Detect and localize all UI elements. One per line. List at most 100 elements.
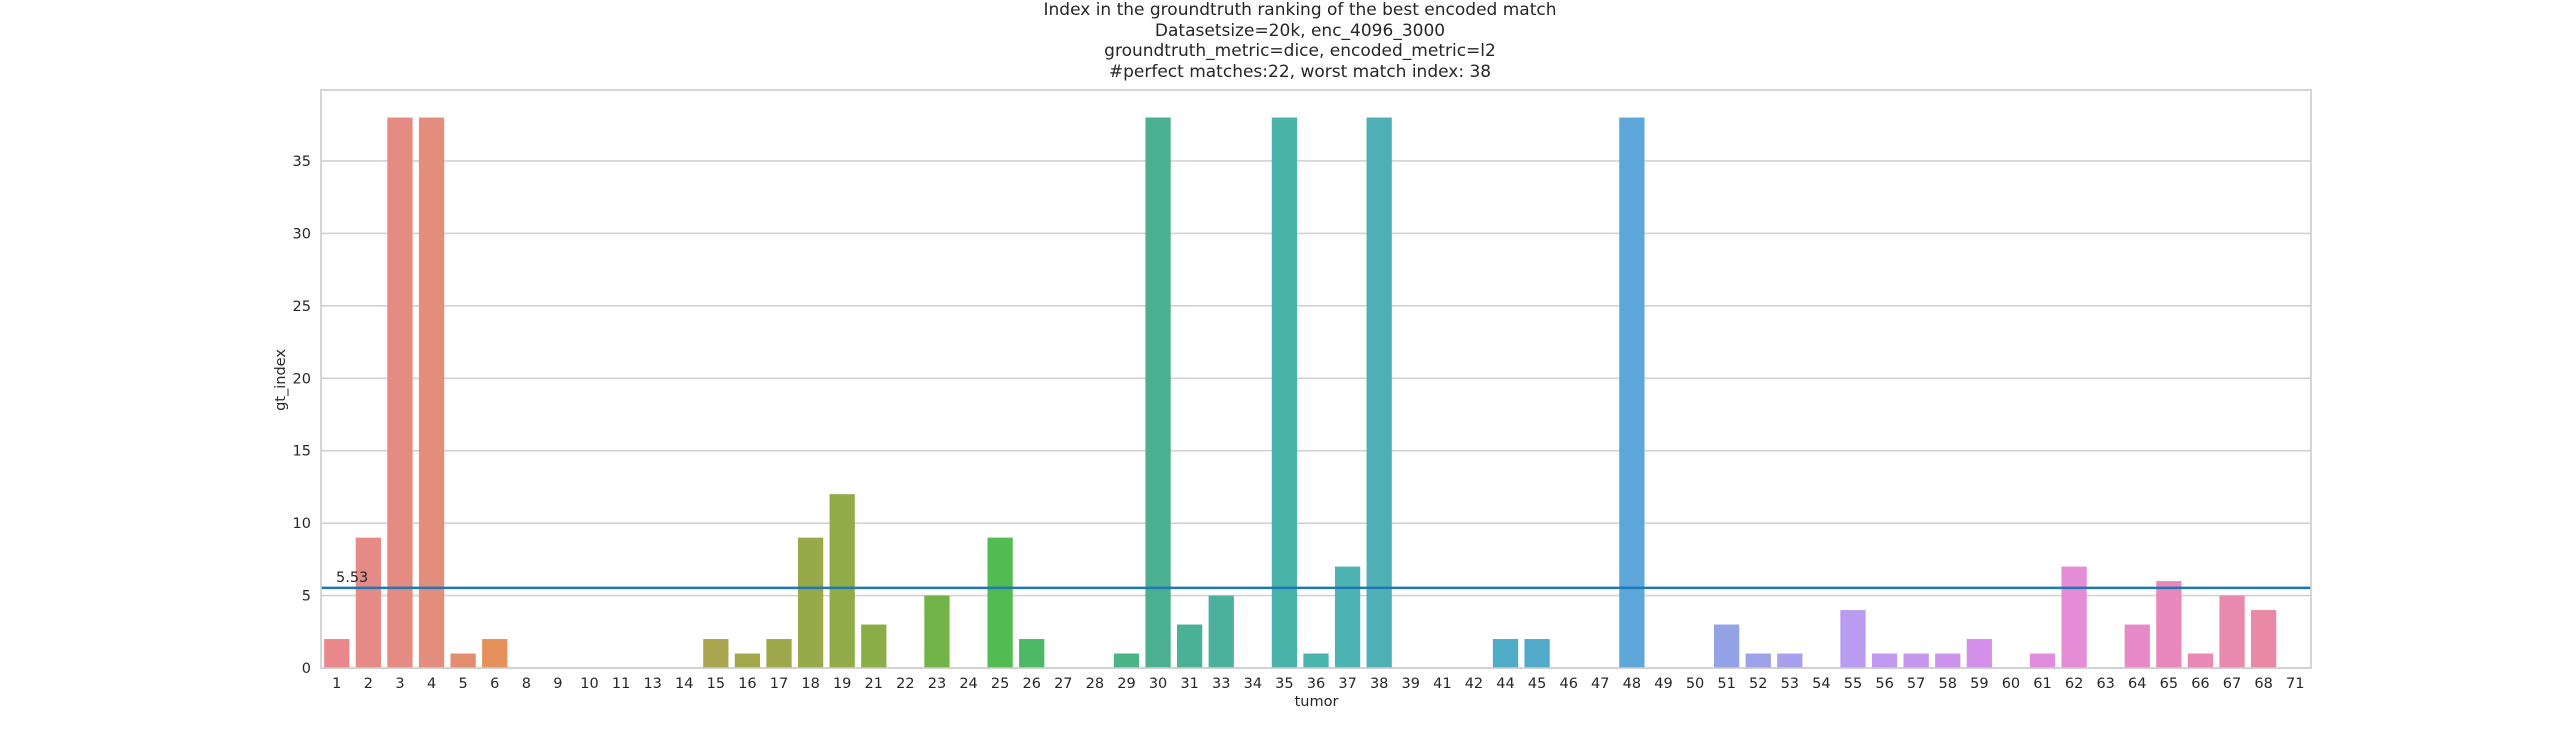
x-tick-label: 33 <box>1212 676 1230 692</box>
x-tick-label: 44 <box>1496 676 1514 692</box>
x-tick-label: 6 <box>490 676 499 692</box>
x-tick-label: 63 <box>2096 676 2114 692</box>
bar <box>355 537 382 668</box>
x-tick-label: 13 <box>643 676 661 692</box>
x-tick-label: 46 <box>1559 676 1577 692</box>
x-tick-label: 45 <box>1528 676 1546 692</box>
bar <box>2029 653 2056 668</box>
x-tick-label: 29 <box>1117 676 1135 692</box>
x-tick-label: 67 <box>2223 676 2241 692</box>
y-tick-label: 25 <box>293 299 311 315</box>
bar <box>1019 639 1045 668</box>
bar <box>987 537 1013 668</box>
x-tick-label: 24 <box>959 676 977 692</box>
x-tick-label: 11 <box>612 676 630 692</box>
x-tick-label: 22 <box>896 676 914 692</box>
y-tick-label: 10 <box>293 516 311 532</box>
bar <box>1745 653 1771 668</box>
x-tick-label: 60 <box>2002 676 2020 692</box>
x-tick-label: 14 <box>675 676 693 692</box>
bar <box>1777 653 1803 668</box>
x-tick-label: 65 <box>2160 676 2178 692</box>
bar <box>1113 653 1140 668</box>
x-tick-label: 51 <box>1717 676 1735 692</box>
x-tick-label: 30 <box>1149 676 1167 692</box>
bar <box>734 653 761 668</box>
x-tick-label: 52 <box>1749 676 1767 692</box>
x-tick-label: 23 <box>928 676 946 692</box>
x-tick-label: 36 <box>1307 676 1325 692</box>
x-tick-label: 4 <box>427 676 436 692</box>
x-tick-label: 2 <box>364 676 373 692</box>
bar <box>766 639 792 668</box>
x-tick-label: 21 <box>865 676 883 692</box>
y-tick-label: 5 <box>302 589 311 605</box>
x-tick-label: 31 <box>1180 676 1198 692</box>
x-tick-label: 10 <box>580 676 598 692</box>
bar <box>482 639 508 668</box>
x-tick-labels: 1 2 3 4 5 6 8 9 10 11 13 14 15 16 17 18 19 21 22 23 24 25 26 27… <box>332 676 2304 692</box>
bar <box>829 494 855 668</box>
x-tick-label: 42 <box>1465 676 1483 692</box>
bar <box>1935 653 1961 668</box>
x-tick-label: 16 <box>738 676 756 692</box>
bars <box>324 117 2277 669</box>
x-tick-label: 18 <box>801 676 819 692</box>
y-tick-label: 0 <box>302 661 311 677</box>
x-tick-label: 61 <box>2033 676 2051 692</box>
bar <box>797 537 824 668</box>
x-axis-label: tumor <box>1295 694 1339 710</box>
bar <box>1524 639 1550 668</box>
x-tick-label: 39 <box>1402 676 1420 692</box>
title-line-1: Index in the groundtruth ranking of the … <box>1043 0 1557 20</box>
x-tick-label: 49 <box>1654 676 1672 692</box>
bar <box>1714 624 1740 668</box>
x-tick-label: 1 <box>332 676 341 692</box>
bar <box>1334 566 1361 668</box>
x-tick-label: 26 <box>1022 676 1040 692</box>
x-tick-label: 62 <box>2065 676 2083 692</box>
x-tick-label: 55 <box>1844 676 1862 692</box>
x-tick-label: 17 <box>770 676 788 692</box>
mean-line-label: 5.53 <box>336 570 368 586</box>
bar <box>1366 117 1392 669</box>
bar <box>1619 117 1645 669</box>
x-tick-label: 48 <box>1623 676 1641 692</box>
x-tick-label: 35 <box>1275 676 1293 692</box>
x-tick-label: 57 <box>1907 676 1925 692</box>
x-tick-label: 71 <box>2286 676 2304 692</box>
bar <box>2124 624 2150 668</box>
x-tick-label: 9 <box>553 676 562 692</box>
x-tick-label: 28 <box>1086 676 1104 692</box>
bar <box>1177 624 1203 668</box>
x-tick-label: 47 <box>1591 676 1609 692</box>
x-tick-label: 66 <box>2191 676 2209 692</box>
x-tick-label: 64 <box>2128 676 2146 692</box>
bar <box>1208 595 1234 668</box>
x-tick-label: 37 <box>1338 676 1356 692</box>
x-tick-label: 5 <box>459 676 468 692</box>
x-tick-label: 68 <box>2254 676 2272 692</box>
plot-frame <box>320 89 2312 669</box>
x-tick-label: 25 <box>991 676 1009 692</box>
y-tick-label: 35 <box>293 154 311 170</box>
title-line-3: groundtruth_metric=dice, encoded_metric=… <box>1104 41 1496 61</box>
bar <box>418 117 445 669</box>
x-tick-label: 53 <box>1781 676 1799 692</box>
y-tick-label: 15 <box>293 444 311 460</box>
x-tick-label: 3 <box>395 676 404 692</box>
y-tick-labels: 0 5 10 15 20 25 30 35 <box>293 154 311 677</box>
x-tick-label: 8 <box>522 676 531 692</box>
bar <box>1966 639 1992 668</box>
bar <box>1271 117 1298 669</box>
bar <box>703 639 729 668</box>
bar <box>1492 639 1519 668</box>
bar <box>2250 610 2277 668</box>
x-tick-label: 58 <box>1939 676 1957 692</box>
x-tick-label: 15 <box>707 676 725 692</box>
x-tick-label: 59 <box>1970 676 1988 692</box>
x-tick-label: 27 <box>1054 676 1072 692</box>
chart-title: Index in the groundtruth ranking of the … <box>0 0 2560 82</box>
bar <box>2219 595 2245 668</box>
bar <box>2061 566 2087 668</box>
